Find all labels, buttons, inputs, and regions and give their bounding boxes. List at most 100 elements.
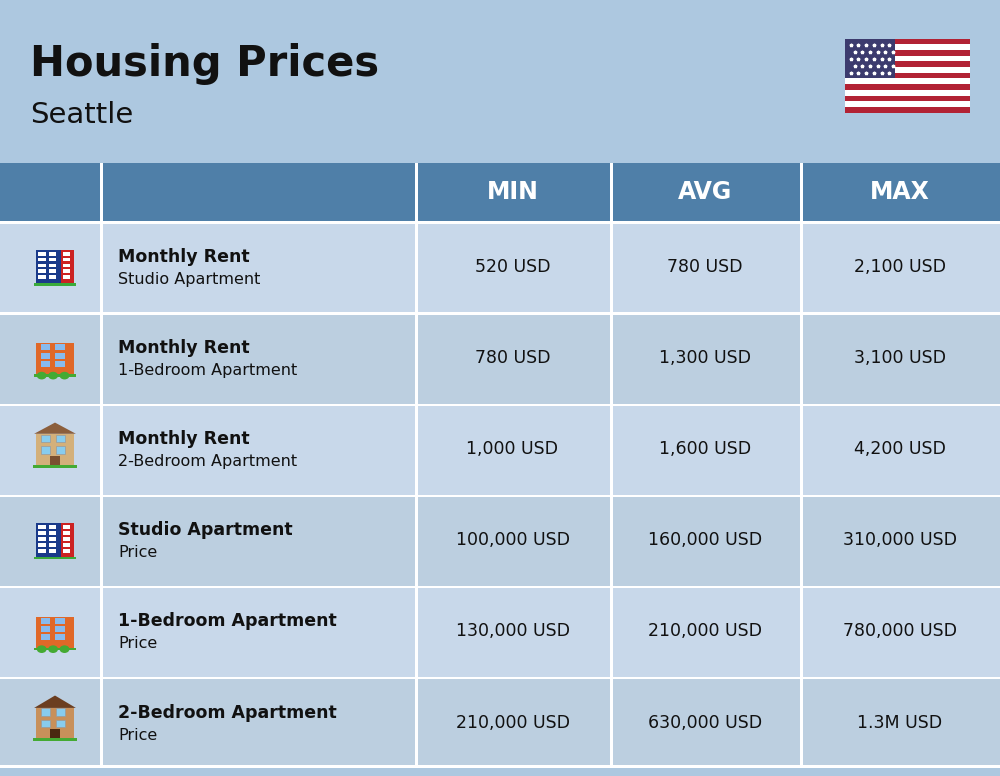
Text: 310,000 USD: 310,000 USD [843,532,957,549]
Polygon shape [34,695,76,708]
FancyBboxPatch shape [38,275,46,279]
FancyBboxPatch shape [63,543,70,547]
FancyBboxPatch shape [800,312,803,404]
FancyBboxPatch shape [49,251,56,255]
FancyBboxPatch shape [0,495,1000,497]
FancyBboxPatch shape [800,677,803,768]
FancyBboxPatch shape [845,95,970,101]
FancyBboxPatch shape [36,343,74,374]
FancyBboxPatch shape [34,283,76,286]
FancyBboxPatch shape [415,495,418,586]
FancyBboxPatch shape [38,531,46,535]
FancyBboxPatch shape [36,524,61,557]
FancyBboxPatch shape [100,495,103,586]
Text: Monthly Rent: Monthly Rent [118,339,250,357]
FancyBboxPatch shape [38,269,46,273]
FancyBboxPatch shape [100,221,103,312]
FancyBboxPatch shape [41,345,50,350]
FancyBboxPatch shape [61,524,74,557]
Text: 1,300 USD: 1,300 USD [659,349,751,367]
Text: 3,100 USD: 3,100 USD [854,349,946,367]
FancyBboxPatch shape [63,531,70,535]
FancyBboxPatch shape [845,39,970,44]
FancyBboxPatch shape [800,586,803,677]
FancyBboxPatch shape [49,543,56,547]
FancyBboxPatch shape [845,39,895,78]
FancyBboxPatch shape [56,446,65,453]
Text: 2-Bedroom Apartment: 2-Bedroom Apartment [118,704,337,722]
FancyBboxPatch shape [63,258,70,262]
FancyBboxPatch shape [41,446,50,453]
FancyBboxPatch shape [49,275,56,279]
FancyBboxPatch shape [0,765,1000,768]
FancyBboxPatch shape [56,708,65,716]
FancyBboxPatch shape [845,61,970,68]
FancyBboxPatch shape [100,163,103,221]
FancyBboxPatch shape [41,635,50,640]
FancyBboxPatch shape [36,434,74,466]
FancyBboxPatch shape [0,221,1000,312]
FancyBboxPatch shape [41,626,50,632]
Text: 2-Bedroom Apartment: 2-Bedroom Apartment [118,454,297,469]
Circle shape [48,646,58,653]
FancyBboxPatch shape [38,549,46,553]
FancyBboxPatch shape [49,269,56,273]
Text: MAX: MAX [870,180,930,204]
FancyBboxPatch shape [55,361,64,367]
Text: 1.3M USD: 1.3M USD [857,714,943,732]
FancyBboxPatch shape [845,107,970,113]
FancyBboxPatch shape [36,708,74,739]
FancyBboxPatch shape [100,404,103,495]
FancyBboxPatch shape [38,251,46,255]
FancyBboxPatch shape [63,537,70,541]
FancyBboxPatch shape [0,221,1000,224]
Text: Seattle: Seattle [30,101,133,129]
FancyBboxPatch shape [0,677,1000,680]
FancyBboxPatch shape [800,221,803,312]
FancyBboxPatch shape [55,626,64,632]
FancyBboxPatch shape [41,719,50,727]
Text: Studio Apartment: Studio Apartment [118,272,260,286]
FancyBboxPatch shape [100,677,103,768]
Text: 210,000 USD: 210,000 USD [456,714,570,732]
FancyBboxPatch shape [49,525,56,529]
FancyBboxPatch shape [41,435,50,442]
FancyBboxPatch shape [36,617,74,648]
FancyBboxPatch shape [49,531,56,535]
FancyBboxPatch shape [34,556,76,559]
Text: 1-Bedroom Apartment: 1-Bedroom Apartment [118,612,337,630]
FancyBboxPatch shape [36,250,61,284]
Text: Price: Price [118,636,157,651]
FancyBboxPatch shape [845,39,970,113]
Text: MIN: MIN [487,180,538,204]
Text: Housing Prices: Housing Prices [30,43,379,85]
FancyBboxPatch shape [610,677,613,768]
FancyBboxPatch shape [63,549,70,553]
FancyBboxPatch shape [0,312,1000,315]
FancyBboxPatch shape [610,312,613,404]
FancyBboxPatch shape [41,352,50,359]
FancyBboxPatch shape [800,163,803,221]
FancyBboxPatch shape [50,729,60,739]
FancyBboxPatch shape [33,738,77,741]
FancyBboxPatch shape [41,618,50,624]
FancyBboxPatch shape [415,404,418,495]
FancyBboxPatch shape [63,275,70,279]
FancyBboxPatch shape [610,163,613,221]
Text: Monthly Rent: Monthly Rent [118,430,250,448]
FancyBboxPatch shape [63,525,70,529]
Text: 160,000 USD: 160,000 USD [648,532,762,549]
Text: 210,000 USD: 210,000 USD [648,622,762,640]
Text: 2,100 USD: 2,100 USD [854,258,946,275]
FancyBboxPatch shape [61,250,74,284]
Polygon shape [34,423,76,434]
Text: Studio Apartment: Studio Apartment [118,521,293,539]
FancyBboxPatch shape [34,648,76,650]
FancyBboxPatch shape [800,495,803,586]
FancyBboxPatch shape [38,525,46,529]
Text: 780 USD: 780 USD [667,258,743,275]
FancyBboxPatch shape [0,312,1000,404]
Text: 780,000 USD: 780,000 USD [843,622,957,640]
Text: 130,000 USD: 130,000 USD [456,622,570,640]
Text: Price: Price [118,546,157,560]
